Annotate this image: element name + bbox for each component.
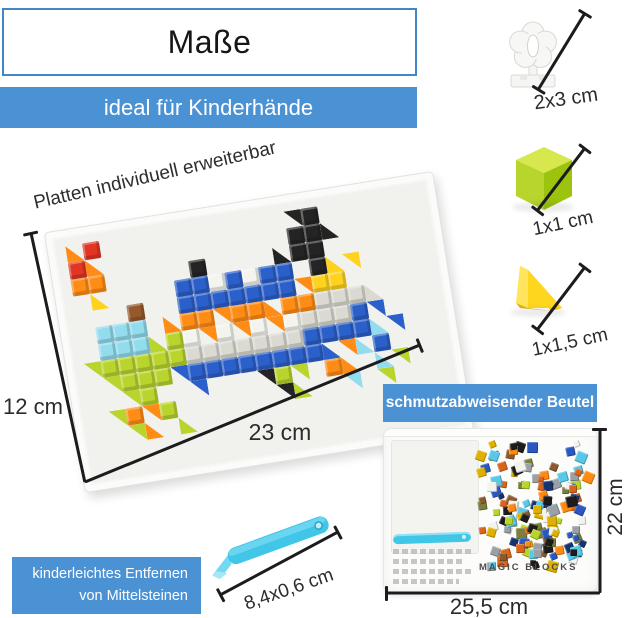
bag-block <box>487 440 497 450</box>
bag-brand-text: MAGIC BLOCKS <box>479 562 578 573</box>
cube-piece <box>506 140 582 216</box>
mosaic-cell <box>142 404 161 423</box>
bag-block <box>526 441 538 453</box>
bag-width-label: 25,5 cm <box>449 594 529 618</box>
wedge-piece <box>506 258 572 320</box>
removal-note-line1: kinderleichtes Entfernen <box>32 566 188 583</box>
bag-block <box>515 543 526 553</box>
mosaic-cell <box>128 423 147 442</box>
bag-print-line <box>393 579 459 584</box>
bag-block <box>568 485 577 494</box>
bag-block <box>577 517 586 526</box>
mosaic-cell <box>291 363 310 382</box>
tagline-banner: ideal für Kinderhände <box>0 87 417 128</box>
mosaic-cell <box>106 392 125 411</box>
bag-block <box>498 553 507 562</box>
bag-block <box>507 502 517 513</box>
bag-block <box>569 548 578 556</box>
cube-shadow <box>512 202 574 212</box>
bag-block <box>522 480 531 489</box>
bag-block <box>537 475 545 483</box>
bag-block <box>497 460 510 473</box>
flower-piece <box>505 18 561 90</box>
board-height-label: 12 cm <box>3 394 63 419</box>
wedge-shadow <box>510 308 566 317</box>
bag-block <box>532 504 542 514</box>
dim-line-bag-height <box>598 429 602 593</box>
mosaic-cell <box>146 317 165 336</box>
flower-piece-graphic <box>509 21 557 88</box>
dim-line-bag-width <box>386 591 600 595</box>
mosaic-cell <box>162 418 181 437</box>
bag-seam <box>384 429 597 437</box>
bag-block <box>546 503 561 517</box>
title-box: Maße <box>2 8 417 76</box>
bag-block <box>486 527 498 539</box>
bag-block <box>504 516 513 525</box>
removal-tool-graphic <box>212 516 329 580</box>
removal-note-box: kinderleichtes Entfernen von Mittelstein… <box>12 557 201 614</box>
mosaic-cell <box>322 341 341 360</box>
mosaic-cell <box>338 338 357 357</box>
mosaic-cell <box>196 308 216 329</box>
bag-photo: MAGIC BLOCKS <box>383 428 598 593</box>
page-title: Maße <box>167 23 252 60</box>
removal-note-line2: von Mittelsteinen <box>79 587 188 604</box>
bag-block <box>565 446 576 457</box>
bag-block <box>546 515 557 526</box>
bag-print-line <box>393 559 465 564</box>
bag-block <box>533 549 543 559</box>
bag-block <box>573 440 582 449</box>
bag-block <box>574 450 589 465</box>
bag-print-line <box>393 549 471 554</box>
bag-block <box>487 482 498 493</box>
mosaic-cell <box>369 316 388 335</box>
mosaic-cell <box>125 406 145 426</box>
bag-banner-text: schmutzabweisender Beutel <box>385 394 595 411</box>
removal-tool <box>200 505 350 590</box>
mosaic-cell <box>367 299 386 318</box>
mosaic-cell <box>111 426 130 445</box>
mosaic-cell <box>325 254 344 273</box>
bag-block <box>548 462 560 473</box>
mosaic-cell <box>273 365 294 385</box>
mosaic-cell <box>352 318 372 339</box>
bag-block <box>474 450 488 463</box>
bag-block <box>572 525 580 534</box>
board-width-label: 23 cm <box>248 419 312 445</box>
bag-banner: schmutzabweisender Beutel <box>383 384 597 422</box>
bag-print-line <box>393 569 471 574</box>
tagline-text: ideal für Kinderhände <box>103 94 314 120</box>
bag-height-label: 22 cm <box>604 478 627 536</box>
wedge-piece-graphic <box>516 266 562 311</box>
bag-block <box>492 509 501 518</box>
